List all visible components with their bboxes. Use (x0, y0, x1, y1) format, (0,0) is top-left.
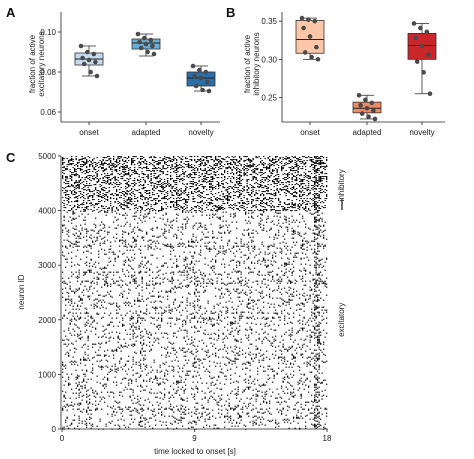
panel-letter-b: B (226, 5, 235, 20)
panel-b-ytick-label: 0.25 (261, 94, 277, 103)
panel-c-xtick-label: 9 (192, 434, 197, 443)
panel-letter-c: C (6, 150, 16, 165)
panel-a-point-novelty (198, 75, 204, 81)
panel-a-point-novelty (203, 69, 209, 75)
panel-b-point-novelty (421, 70, 426, 75)
panel-a-point-adapted (137, 39, 142, 45)
panel-a-ylabel-line2: excitatory neurons (37, 31, 46, 96)
panel-b-point-onset (314, 44, 319, 50)
panel-a-point-novelty (200, 87, 205, 93)
panel-a-point-onset (80, 55, 85, 61)
panel-b-point-adapted (371, 108, 376, 113)
panel-a-point-adapted (138, 45, 144, 51)
panel-b-point-novelty (424, 29, 430, 35)
panel-a-point-adapted (148, 37, 154, 43)
panel-b-point-novelty (413, 35, 418, 41)
panel-b-point-adapted (363, 97, 368, 103)
raster-label-excitatory: excitatory (337, 303, 346, 337)
panel-a-point-adapted (135, 31, 141, 37)
panel-b-ytick-label: 0.30 (261, 55, 277, 64)
panel-a-ytick-label: 0.06 (40, 108, 56, 117)
panel-b-point-onset (312, 18, 318, 24)
panel-a-marks: 0.06 0.08 0.10 onset adapted novelty (40, 28, 216, 137)
raster-label-inhibitory: inhibitory (337, 169, 346, 201)
panel-c-ytick-label: 3000 (38, 261, 56, 270)
panel-b-inhibitory-boxplot: fraction of active inhibitory neurons 0.… (243, 12, 445, 137)
panel-a-xtick-label-onset: onset (79, 128, 99, 137)
panel-a-point-onset (94, 73, 100, 79)
panel-b-point-adapted (366, 114, 371, 119)
panel-b-xtick-label-onset: onset (300, 128, 320, 137)
panel-b-point-adapted (364, 105, 370, 111)
raster-spikes-inhibitory (62, 156, 328, 212)
panel-b-ytick-label: 0.35 (261, 17, 277, 26)
panel-a-point-novelty (197, 67, 202, 73)
panel-b-point-onset (301, 25, 306, 31)
panel-a-point-novelty (190, 63, 196, 69)
panel-b-point-onset (302, 50, 308, 55)
panel-a-point-novelty (205, 79, 210, 85)
panel-a-point-novelty (193, 83, 199, 89)
raster-spikes (62, 156, 328, 430)
panel-a-point-adapted (151, 51, 157, 57)
panel-a-ytick-label: 0.08 (40, 68, 56, 77)
panel-b-marks: 0.25 0.30 0.35 onset adapted novelty (261, 15, 437, 137)
panel-a-xtick-label-novelty: novelty (188, 128, 213, 137)
panel-a-point-onset (85, 49, 90, 55)
panel-c-ytick-label: 5000 (38, 152, 56, 161)
panel-a-point-adapted (142, 35, 147, 41)
panel-a-point-onset (78, 43, 84, 49)
panel-b-point-onset (315, 57, 321, 62)
panel-c-raster: 0 9 18 0 1000 2000 3000 4000 5000 neuron ID time… (17, 152, 346, 456)
panel-b-point-adapted (359, 111, 365, 116)
panel-b-ylabel-line2: inhibitory neurons (252, 32, 261, 95)
panel-b-point-novelty (427, 91, 433, 97)
panel-a-point-adapted (145, 49, 150, 55)
raster-spikes-excitatory (62, 210, 328, 430)
panel-b-point-novelty (414, 59, 420, 64)
panel-a-point-onset (91, 51, 97, 57)
panel-c-ytick-label: 1000 (38, 370, 56, 379)
panel-a-point-novelty (192, 73, 197, 79)
panel-b-point-onset (299, 15, 305, 21)
panel-a-point-novelty (206, 88, 212, 94)
panel-a-ytick-label: 0.10 (40, 28, 56, 37)
panel-b-point-onset (307, 34, 313, 39)
panel-c-xtick-label: 18 (323, 434, 332, 443)
panel-a-excitatory-boxplot: fraction of active excitatory neurons 0.… (28, 12, 220, 137)
panel-b-xtick-label-adapted: adapted (353, 128, 382, 137)
panel-b-point-novelty (418, 25, 423, 31)
panel-c-ytick-label: 0 (52, 425, 57, 434)
panel-c-ytick-label: 4000 (38, 207, 56, 216)
panel-b-point-onset (306, 17, 311, 22)
panel-a-point-onset (86, 57, 92, 63)
panel-c-ytick-label: 2000 (38, 316, 56, 325)
panel-c-xtick-label: 0 (60, 434, 65, 443)
panel-a-ylabel-line1: fraction of active (28, 34, 37, 93)
panel-b-point-adapted (369, 100, 375, 106)
panel-a-xtick-label-adapted: adapted (132, 128, 161, 137)
panel-a-point-adapted (143, 41, 149, 47)
panel-b-point-adapted (372, 116, 378, 122)
panel-b-point-novelty (426, 52, 431, 58)
panel-c-ylabel: neuron ID (17, 274, 26, 309)
panel-c-ticks: 0 9 18 0 1000 2000 3000 4000 5000 (38, 152, 332, 443)
panel-b-point-adapted (356, 92, 362, 98)
panel-b-point-adapted (358, 102, 363, 108)
panel-b-point-onset (309, 54, 314, 60)
panel-a-point-adapted (150, 43, 155, 49)
panel-c-xlabel: time locked to onset [s] (154, 447, 236, 456)
panel-b-point-novelty (411, 21, 417, 26)
panel-a-point-onset (93, 59, 98, 65)
panel-letter-a: A (6, 5, 16, 20)
panel-b-xtick-label-novelty: novelty (409, 128, 434, 137)
panel-b-ylabel-line1: fraction of active (243, 34, 252, 93)
panel-a-point-onset (88, 69, 93, 75)
panel-a-point-onset (81, 61, 87, 67)
panel-b-point-novelty (419, 43, 425, 48)
